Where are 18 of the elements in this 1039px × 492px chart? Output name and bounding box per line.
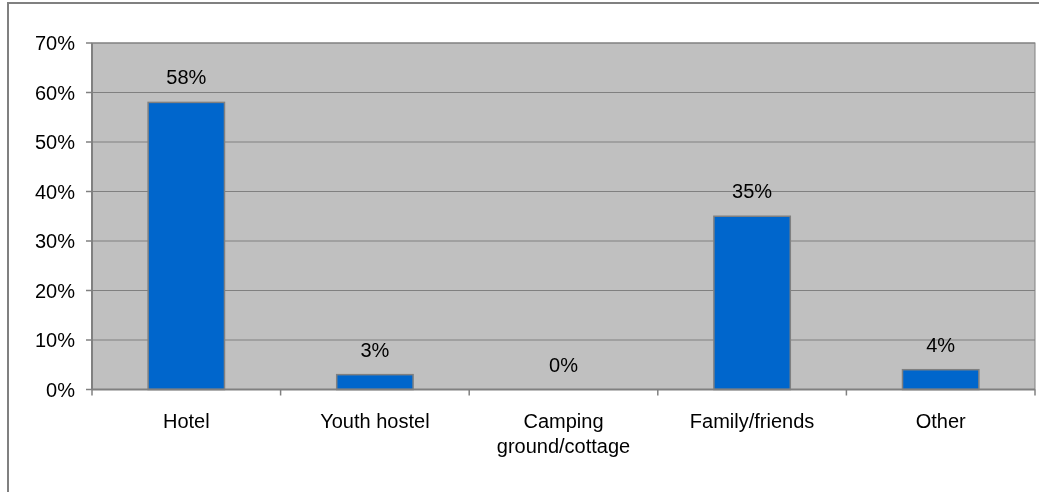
x-tick-label: Hotel — [162, 409, 210, 432]
y-tick-label: 70% — [34, 32, 76, 54]
y-tick-label: 50% — [34, 131, 76, 153]
y-tick-label: 0% — [46, 378, 76, 401]
y-tick-label: 60% — [34, 81, 76, 104]
x-tick-label: Family/friends — [689, 409, 815, 432]
data-label: 58% — [166, 66, 207, 89]
x-tick-label: Youth hostel — [320, 409, 430, 432]
data-label: 4% — [926, 333, 956, 356]
y-tick-label: 10% — [34, 329, 76, 351]
data-label: 0% — [549, 353, 579, 376]
x-tick-label: Other — [915, 409, 967, 432]
y-tick-label: 20% — [34, 279, 76, 302]
x-tick-label: Camping ground/cottage — [496, 409, 631, 457]
y-tick-label: 40% — [34, 180, 76, 203]
y-tick-label: 30% — [34, 230, 76, 252]
data-label: 35% — [732, 180, 773, 203]
data-label: 3% — [360, 338, 390, 361]
